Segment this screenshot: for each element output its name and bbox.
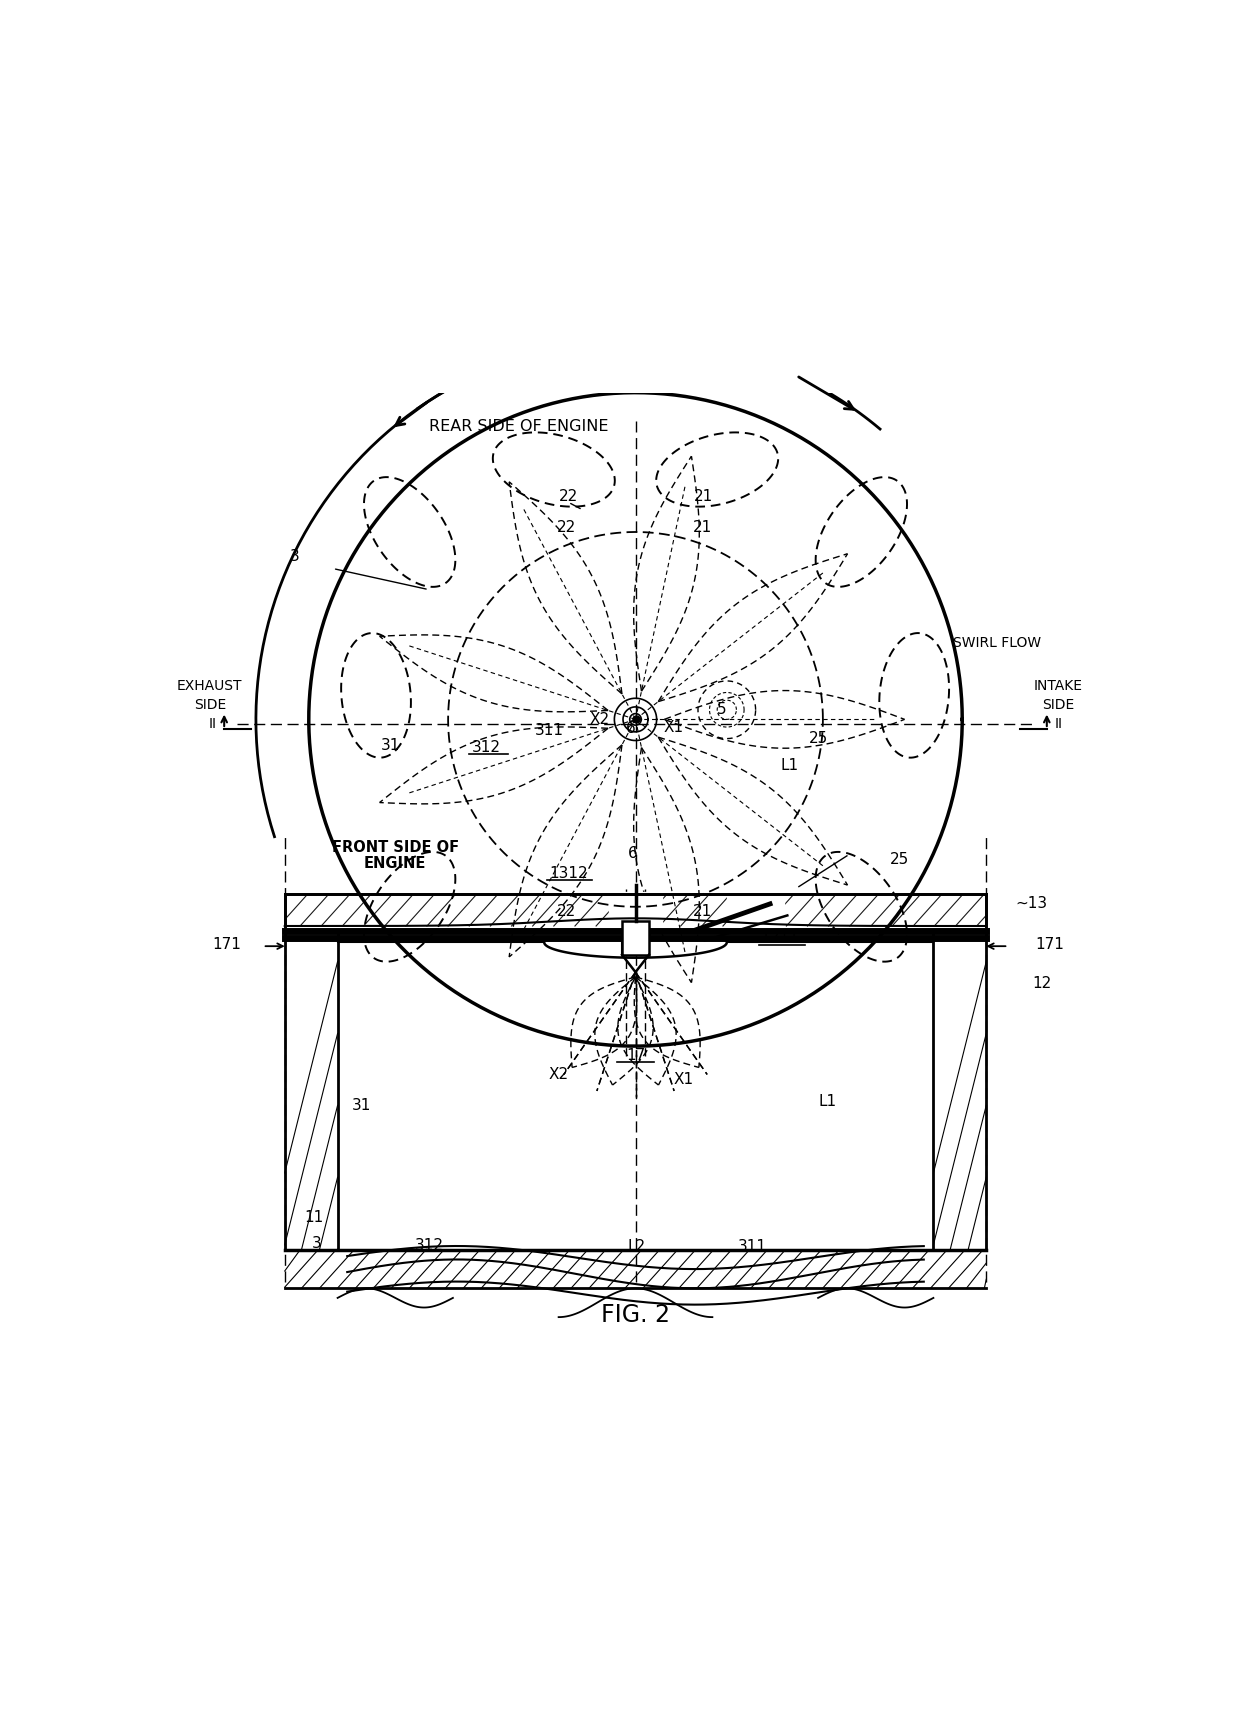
Bar — [622, 922, 649, 954]
Text: X2: X2 — [590, 712, 610, 726]
Text: 31: 31 — [352, 1098, 371, 1113]
Text: REAR SIDE OF ENGINE: REAR SIDE OF ENGINE — [429, 418, 609, 434]
Text: 171: 171 — [212, 937, 242, 951]
Text: 22: 22 — [557, 904, 575, 920]
Text: SIDE: SIDE — [1042, 699, 1075, 712]
Text: 312: 312 — [414, 1238, 444, 1252]
Text: 3: 3 — [289, 548, 299, 564]
Text: 312: 312 — [472, 740, 501, 756]
Text: FRONT SIDE OF: FRONT SIDE OF — [331, 840, 459, 854]
Text: X2: X2 — [548, 1067, 569, 1082]
Text: 21: 21 — [693, 904, 713, 920]
Text: 25: 25 — [890, 852, 909, 868]
Text: 31: 31 — [381, 738, 401, 752]
Text: SIDE: SIDE — [193, 699, 226, 712]
Text: 311: 311 — [738, 1238, 768, 1254]
Text: ~13: ~13 — [1016, 896, 1048, 911]
Text: 6: 6 — [626, 721, 636, 737]
Text: 21: 21 — [694, 489, 713, 503]
Text: 21: 21 — [693, 520, 713, 534]
Text: L1: L1 — [780, 757, 799, 773]
Text: ENGINE: ENGINE — [365, 856, 427, 871]
Text: 22: 22 — [558, 489, 578, 503]
Text: 11: 11 — [304, 1210, 324, 1224]
Text: 17: 17 — [626, 1048, 645, 1063]
Text: FIG. 2: FIG. 2 — [601, 1304, 670, 1328]
Text: 311: 311 — [534, 723, 563, 738]
Text: 1311: 1311 — [760, 930, 799, 946]
Text: X1: X1 — [663, 719, 684, 735]
Text: SWIRL FLOW: SWIRL FLOW — [952, 636, 1040, 650]
Polygon shape — [609, 892, 662, 928]
Text: 12: 12 — [1033, 977, 1052, 991]
Text: 25: 25 — [808, 731, 828, 747]
Text: 5: 5 — [717, 702, 727, 718]
Text: 22: 22 — [557, 520, 575, 534]
Text: INTAKE: INTAKE — [1034, 679, 1083, 693]
Text: 6: 6 — [627, 847, 637, 861]
Text: 1312: 1312 — [549, 866, 588, 880]
Text: II: II — [1054, 718, 1063, 731]
Text: EXHAUST: EXHAUST — [177, 679, 243, 693]
Polygon shape — [727, 892, 785, 928]
Text: X1: X1 — [673, 1072, 693, 1088]
Text: 171: 171 — [1035, 937, 1064, 951]
Text: 3: 3 — [311, 1236, 321, 1250]
Text: L2: L2 — [627, 1238, 646, 1254]
Text: L1: L1 — [818, 1094, 837, 1110]
Text: II: II — [208, 718, 217, 731]
